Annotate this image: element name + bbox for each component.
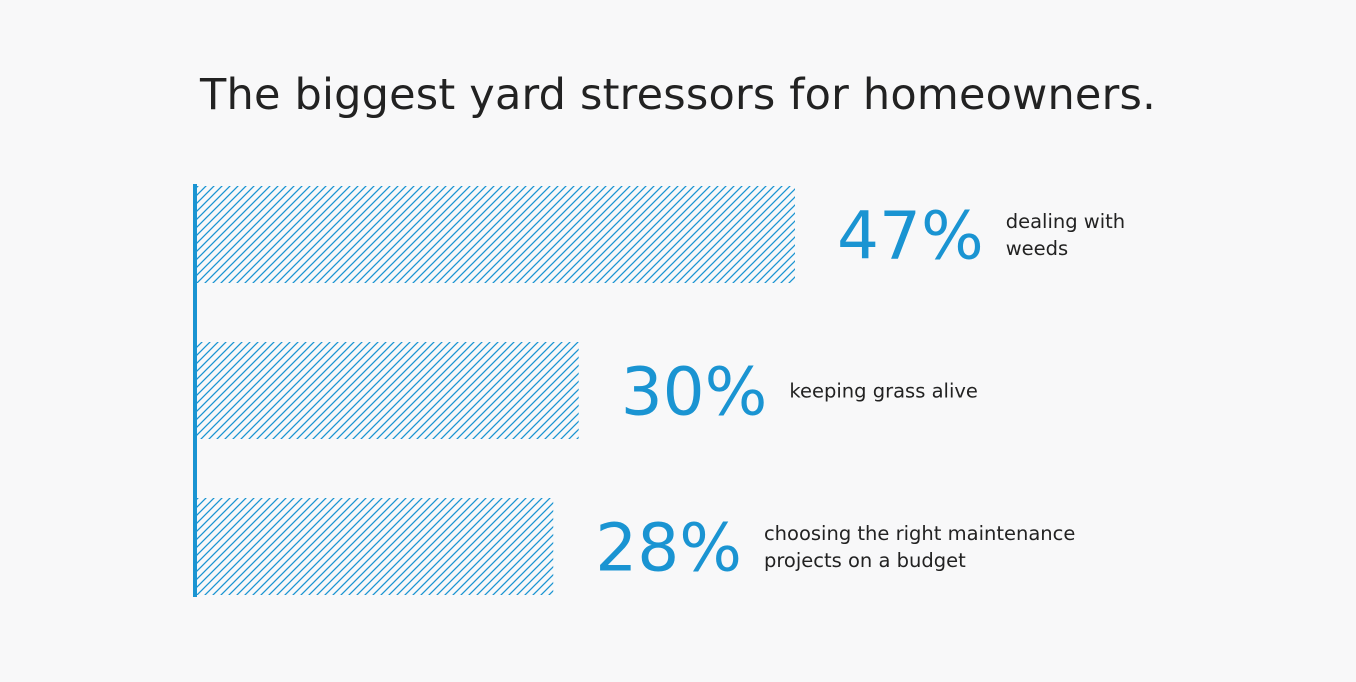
- bar-category-label: keeping grass alive: [789, 379, 978, 402]
- bar-category-label: weeds: [1006, 237, 1068, 260]
- bar: [197, 498, 554, 595]
- bar: [197, 342, 579, 439]
- bar-category-label: projects on a budget: [764, 549, 966, 572]
- bar-value-label: 28%: [595, 509, 742, 586]
- bar-category-label: choosing the right maintenance: [764, 522, 1075, 545]
- bar-axis-line: [193, 184, 197, 597]
- bar-category-label: dealing with: [1006, 210, 1125, 233]
- bar: [197, 186, 795, 283]
- bar-value-label: 30%: [621, 353, 768, 430]
- bar-value-label: 47%: [837, 197, 984, 274]
- chart-title: The biggest yard stressors for homeowner…: [200, 70, 1156, 120]
